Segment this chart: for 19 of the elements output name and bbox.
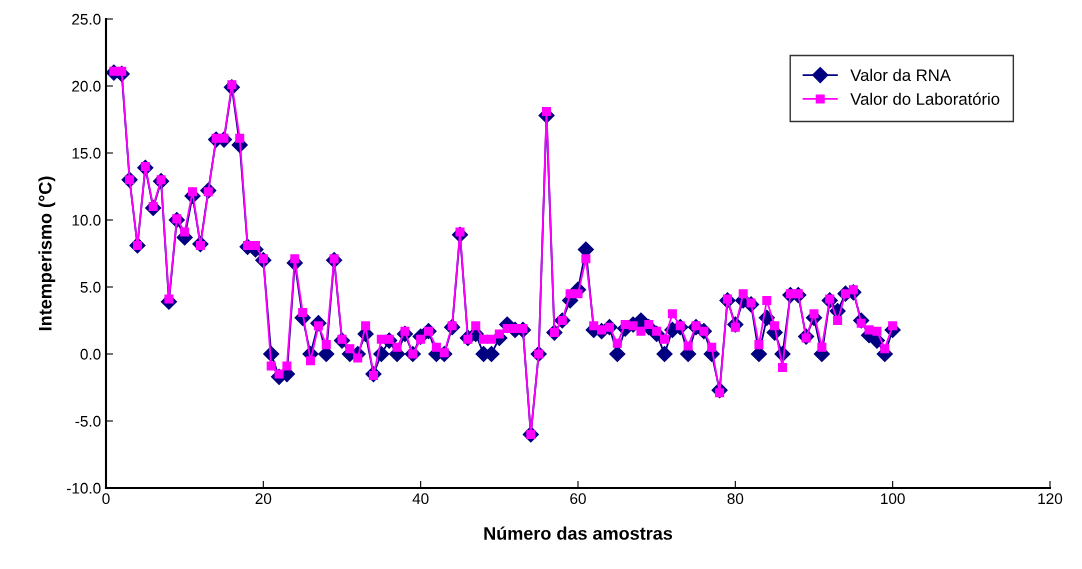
x-tick-label: 20 (255, 493, 272, 505)
y-tick-label: -5.0 (75, 415, 101, 427)
x-tick-label: 40 (412, 493, 429, 505)
x-axis-title: Número das amostras (484, 526, 673, 540)
x-tick-label: 80 (727, 493, 744, 505)
legend-label: Valor do Laboratório (850, 92, 1000, 105)
x-tick-label: 0 (102, 493, 110, 505)
y-tick-label: 20.0 (72, 80, 101, 92)
y-tick-label: 0.0 (80, 348, 101, 360)
y-tick-label: -10.0 (67, 482, 101, 494)
x-tick-label: 120 (1038, 493, 1063, 505)
legend-label: Valor da RNA (850, 68, 951, 82)
x-tick-label: 60 (570, 493, 586, 505)
y-tick-label: 15.0 (72, 147, 101, 159)
y-axis-title: Intemperismo (°C) (38, 176, 56, 331)
y-tick-label: 25.0 (72, 13, 101, 25)
y-tick-label: 5.0 (80, 281, 101, 293)
x-tick-label: 100 (881, 493, 905, 505)
y-tick-label: 10.0 (72, 214, 101, 226)
